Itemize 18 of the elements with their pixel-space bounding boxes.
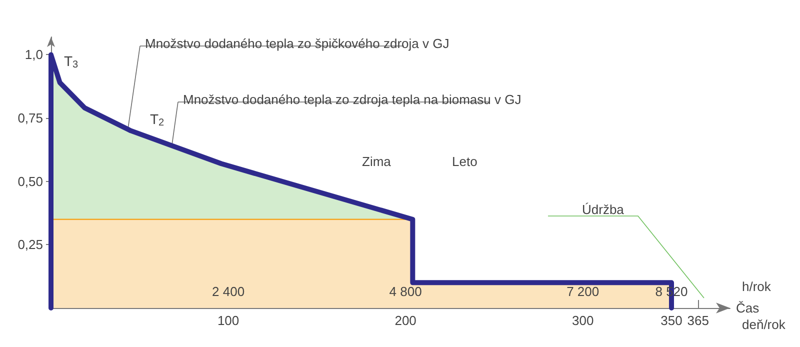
y-tick-label: 0,50 [18,174,43,189]
y-tick-label: 0,25 [18,237,43,252]
x-tick-label: 100 [217,313,240,328]
x-tick-label: 200 [394,313,416,328]
annotation: Údržba [582,202,625,217]
annotation: 4 800 [389,284,422,299]
x-axis-title: Čas [736,300,760,316]
annotation: 7 200 [566,284,600,299]
x-tick-label: 365 [687,313,709,328]
annotation: 2 400 [212,284,245,299]
x-tick-label: 350 [660,313,682,328]
text: deň/rok [742,317,786,332]
text: h/rok [742,279,772,294]
y-tick-label: 1,0 [24,47,43,62]
y-tick-label: 0,75 [18,110,43,126]
annotation: Leto [452,154,478,169]
x-tick-label: 300 [572,313,594,328]
annotation: Zima [362,154,392,169]
